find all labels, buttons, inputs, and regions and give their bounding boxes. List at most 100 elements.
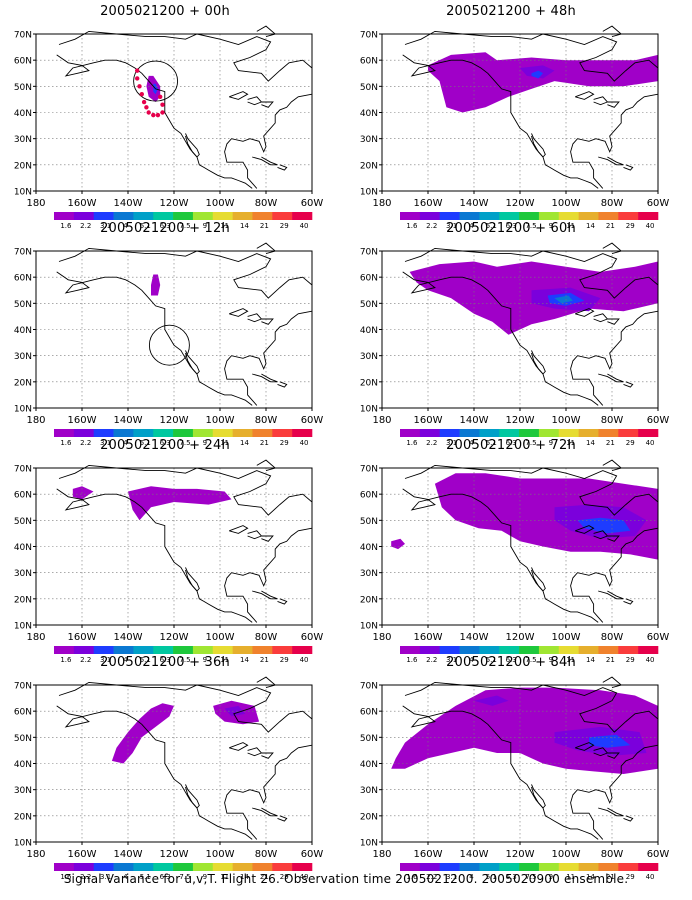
- x-tick-label: 80W: [255, 198, 278, 209]
- coastline: [598, 373, 624, 383]
- colorbar-swatch: [598, 212, 619, 220]
- figure-caption: Signal Variance for u,v,T. Flight 26. Ob…: [63, 872, 629, 886]
- coastline: [404, 464, 659, 516]
- coastline: [607, 535, 620, 542]
- colorbar-swatch: [400, 863, 421, 871]
- coastline: [256, 25, 277, 38]
- colorbar: 1.6 2.2 3.1 4 5.1 6.3 7.5 9 11 14 21 29 40: [54, 212, 313, 230]
- colorbar-label: 29: [626, 656, 635, 664]
- colorbar-swatch: [292, 429, 313, 437]
- colorbar-label: 11: [566, 439, 575, 447]
- colorbar-label: 5.1: [140, 439, 151, 447]
- x-tick-label: 160W: [414, 415, 443, 426]
- coastline: [56, 54, 253, 189]
- colorbar-label: 40: [646, 222, 655, 230]
- x-tick-label: 160W: [68, 198, 97, 209]
- colorbar-swatch: [93, 646, 114, 654]
- colorbar-label: 29: [280, 873, 289, 881]
- x-tick-label: 120W: [160, 198, 189, 209]
- coastline: [531, 567, 546, 592]
- coastline: [402, 488, 599, 623]
- y-tick-label: 30N: [14, 569, 32, 579]
- coastline: [229, 91, 249, 100]
- colorbar-label: 5.1: [140, 656, 151, 664]
- x-tick-label: 100W: [552, 632, 581, 643]
- colorbar-swatch: [419, 212, 440, 220]
- observation-region: [148, 324, 190, 366]
- y-tick-label: 20N: [14, 378, 32, 388]
- coastline: [277, 164, 288, 171]
- coastline: [56, 271, 253, 406]
- colorbar-label: 7.5: [525, 873, 536, 881]
- colorbar-label: 9: [203, 873, 207, 881]
- x-tick-label: 60W: [301, 415, 324, 426]
- coastline: [261, 535, 274, 542]
- colorbar-label: 3.1: [446, 222, 457, 230]
- coastline: [570, 93, 659, 189]
- colorbar-label: 11: [566, 222, 575, 230]
- colorbar-swatch: [272, 429, 293, 437]
- colorbar-label: 3.1: [100, 656, 111, 664]
- colorbar-label: 21: [260, 222, 269, 230]
- x-tick-label: 180: [26, 198, 45, 209]
- colorbar-swatch: [113, 863, 134, 871]
- colorbar-label: 29: [626, 873, 635, 881]
- x-tick-label: 140W: [460, 632, 489, 643]
- x-tick-label: 180: [372, 415, 391, 426]
- x-tick-label: 100W: [206, 849, 235, 860]
- colorbar-swatch: [479, 429, 500, 437]
- coastline: [531, 133, 546, 158]
- coastline: [252, 373, 278, 383]
- y-tick-label: 30N: [14, 786, 32, 796]
- coastline: [402, 54, 599, 189]
- colorbar-label: 14: [586, 656, 595, 664]
- map-panel: 2005021200 + 84h 70N 60N 50N 40N 30N 20N 10N 180…: [346, 655, 676, 881]
- colorbar-swatch: [558, 646, 579, 654]
- colorbar-swatch: [153, 212, 174, 220]
- colorbar-swatch: [499, 863, 520, 871]
- colorbar-label: 6.3: [160, 439, 171, 447]
- observation-point: [137, 84, 142, 89]
- colorbar-swatch: [558, 212, 579, 220]
- colorbar-label: 2.2: [80, 873, 91, 881]
- coastline: [261, 101, 274, 108]
- colorbar-label: 6.3: [506, 439, 517, 447]
- x-tick-label: 180: [26, 632, 45, 643]
- coastline: [277, 815, 288, 822]
- colorbar-swatch: [538, 863, 560, 871]
- coastline: [602, 676, 623, 689]
- coastline: [593, 96, 609, 106]
- colorbar-swatch: [252, 646, 273, 654]
- colorbar-swatch: [133, 429, 154, 437]
- y-tick-label: 10N: [360, 622, 378, 632]
- colorbar-swatch: [439, 863, 460, 871]
- colorbar-label: 9: [203, 222, 207, 230]
- colorbar-swatch: [479, 646, 500, 654]
- observation-point: [158, 94, 163, 100]
- coastline: [598, 590, 624, 600]
- y-tick-label: 70N: [14, 31, 32, 41]
- y-tick-label: 70N: [360, 31, 378, 41]
- x-tick-label: 80W: [255, 632, 278, 643]
- colorbar-swatch: [212, 646, 233, 654]
- y-tick-label: 40N: [14, 109, 32, 119]
- coastline: [58, 464, 313, 516]
- map-panel: 2005021200 + 48h 70N 60N 50N 40N 30N 20N 10N 180…: [346, 4, 676, 230]
- x-tick-label: 180: [372, 849, 391, 860]
- colorbar-swatch: [173, 646, 194, 654]
- colorbar-label: 2.2: [80, 439, 91, 447]
- colorbar-swatch: [93, 212, 114, 220]
- colorbar-swatch: [272, 863, 293, 871]
- coastline: [402, 705, 599, 840]
- x-tick-label: 120W: [160, 849, 189, 860]
- coastline: [623, 164, 634, 171]
- x-tick-label: 60W: [301, 198, 324, 209]
- y-tick-label: 50N: [14, 300, 32, 310]
- coastline: [252, 807, 278, 817]
- colorbar-swatch: [459, 212, 480, 220]
- y-tick-label: 40N: [14, 326, 32, 336]
- x-tick-label: 60W: [301, 632, 324, 643]
- coastline: [623, 381, 634, 388]
